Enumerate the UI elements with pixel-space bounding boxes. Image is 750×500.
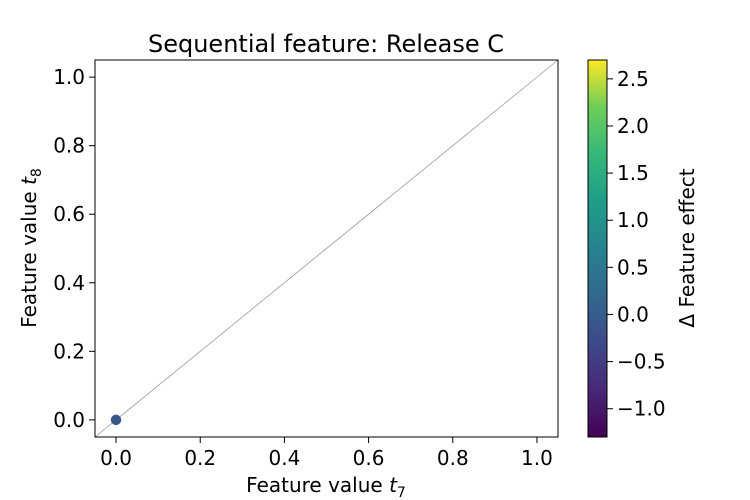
colorbar: −1.0 −0.5 0.0 0.5 1.0 1.5 2.0 2.5 Δ Feature eff…: [587, 59, 699, 438]
colorbar-tick-label: 2.0: [617, 114, 649, 138]
scatter-points: [110, 414, 122, 426]
colorbar-tick-label: −1.0: [617, 397, 666, 421]
colorbar-tick-label: 1.0: [617, 208, 649, 232]
y-tick-label: 0.0: [53, 408, 85, 432]
y-tick-label: 0.4: [53, 271, 85, 295]
x-axis-label: Feature value t7: [246, 473, 406, 500]
plot-area: 0.0 0.2 0.4 0.6 0.8 1.0 0.0 0.2 0.4 0.6 0.8 1.0: [53, 59, 559, 470]
x-axis-ticks: 0.0 0.2 0.4 0.6 0.8 1.0: [100, 437, 553, 470]
y-axis-label-var: t: [17, 176, 41, 185]
y-axis-label: Feature value t8: [17, 168, 45, 328]
x-axis-label-var: t: [389, 473, 398, 497]
colorbar-gradient: [587, 59, 608, 438]
x-tick-label: 0.0: [100, 446, 132, 470]
x-axis-label-sub: 7: [397, 485, 406, 500]
y-axis-ticks: 0.0 0.2 0.4 0.6 0.8 1.0: [53, 65, 95, 432]
chart-title: Sequential feature: Release C: [148, 30, 504, 58]
diagonal-reference-line: [94, 59, 559, 438]
colorbar-tick-label: 0.5: [617, 255, 649, 279]
colorbar-tick-label: 2.5: [617, 67, 649, 91]
y-tick-label: 0.6: [53, 202, 85, 226]
y-tick-label: 1.0: [53, 65, 85, 89]
colorbar-tick-label: −0.5: [617, 350, 666, 374]
scatter-point: [110, 414, 122, 426]
x-tick-label: 0.8: [437, 446, 469, 470]
y-tick-label: 0.2: [53, 339, 85, 363]
x-tick-label: 0.2: [184, 446, 216, 470]
x-axis-label-text: Feature value: [246, 473, 389, 497]
y-axis-label-text: Feature value: [17, 185, 41, 328]
y-tick-label: 0.8: [53, 134, 85, 158]
x-tick-label: 1.0: [521, 446, 553, 470]
y-axis-label-sub: 8: [29, 168, 45, 177]
colorbar-ticks: −1.0 −0.5 0.0 0.5 1.0 1.5 2.0 2.5: [607, 67, 666, 421]
x-tick-label: 0.6: [353, 446, 385, 470]
colorbar-tick-label: 1.5: [617, 161, 649, 185]
colorbar-label: Δ Feature effect: [675, 168, 699, 327]
plot-frame: [94, 59, 559, 438]
x-tick-label: 0.4: [269, 446, 301, 470]
colorbar-tick-label: 0.0: [617, 302, 649, 326]
